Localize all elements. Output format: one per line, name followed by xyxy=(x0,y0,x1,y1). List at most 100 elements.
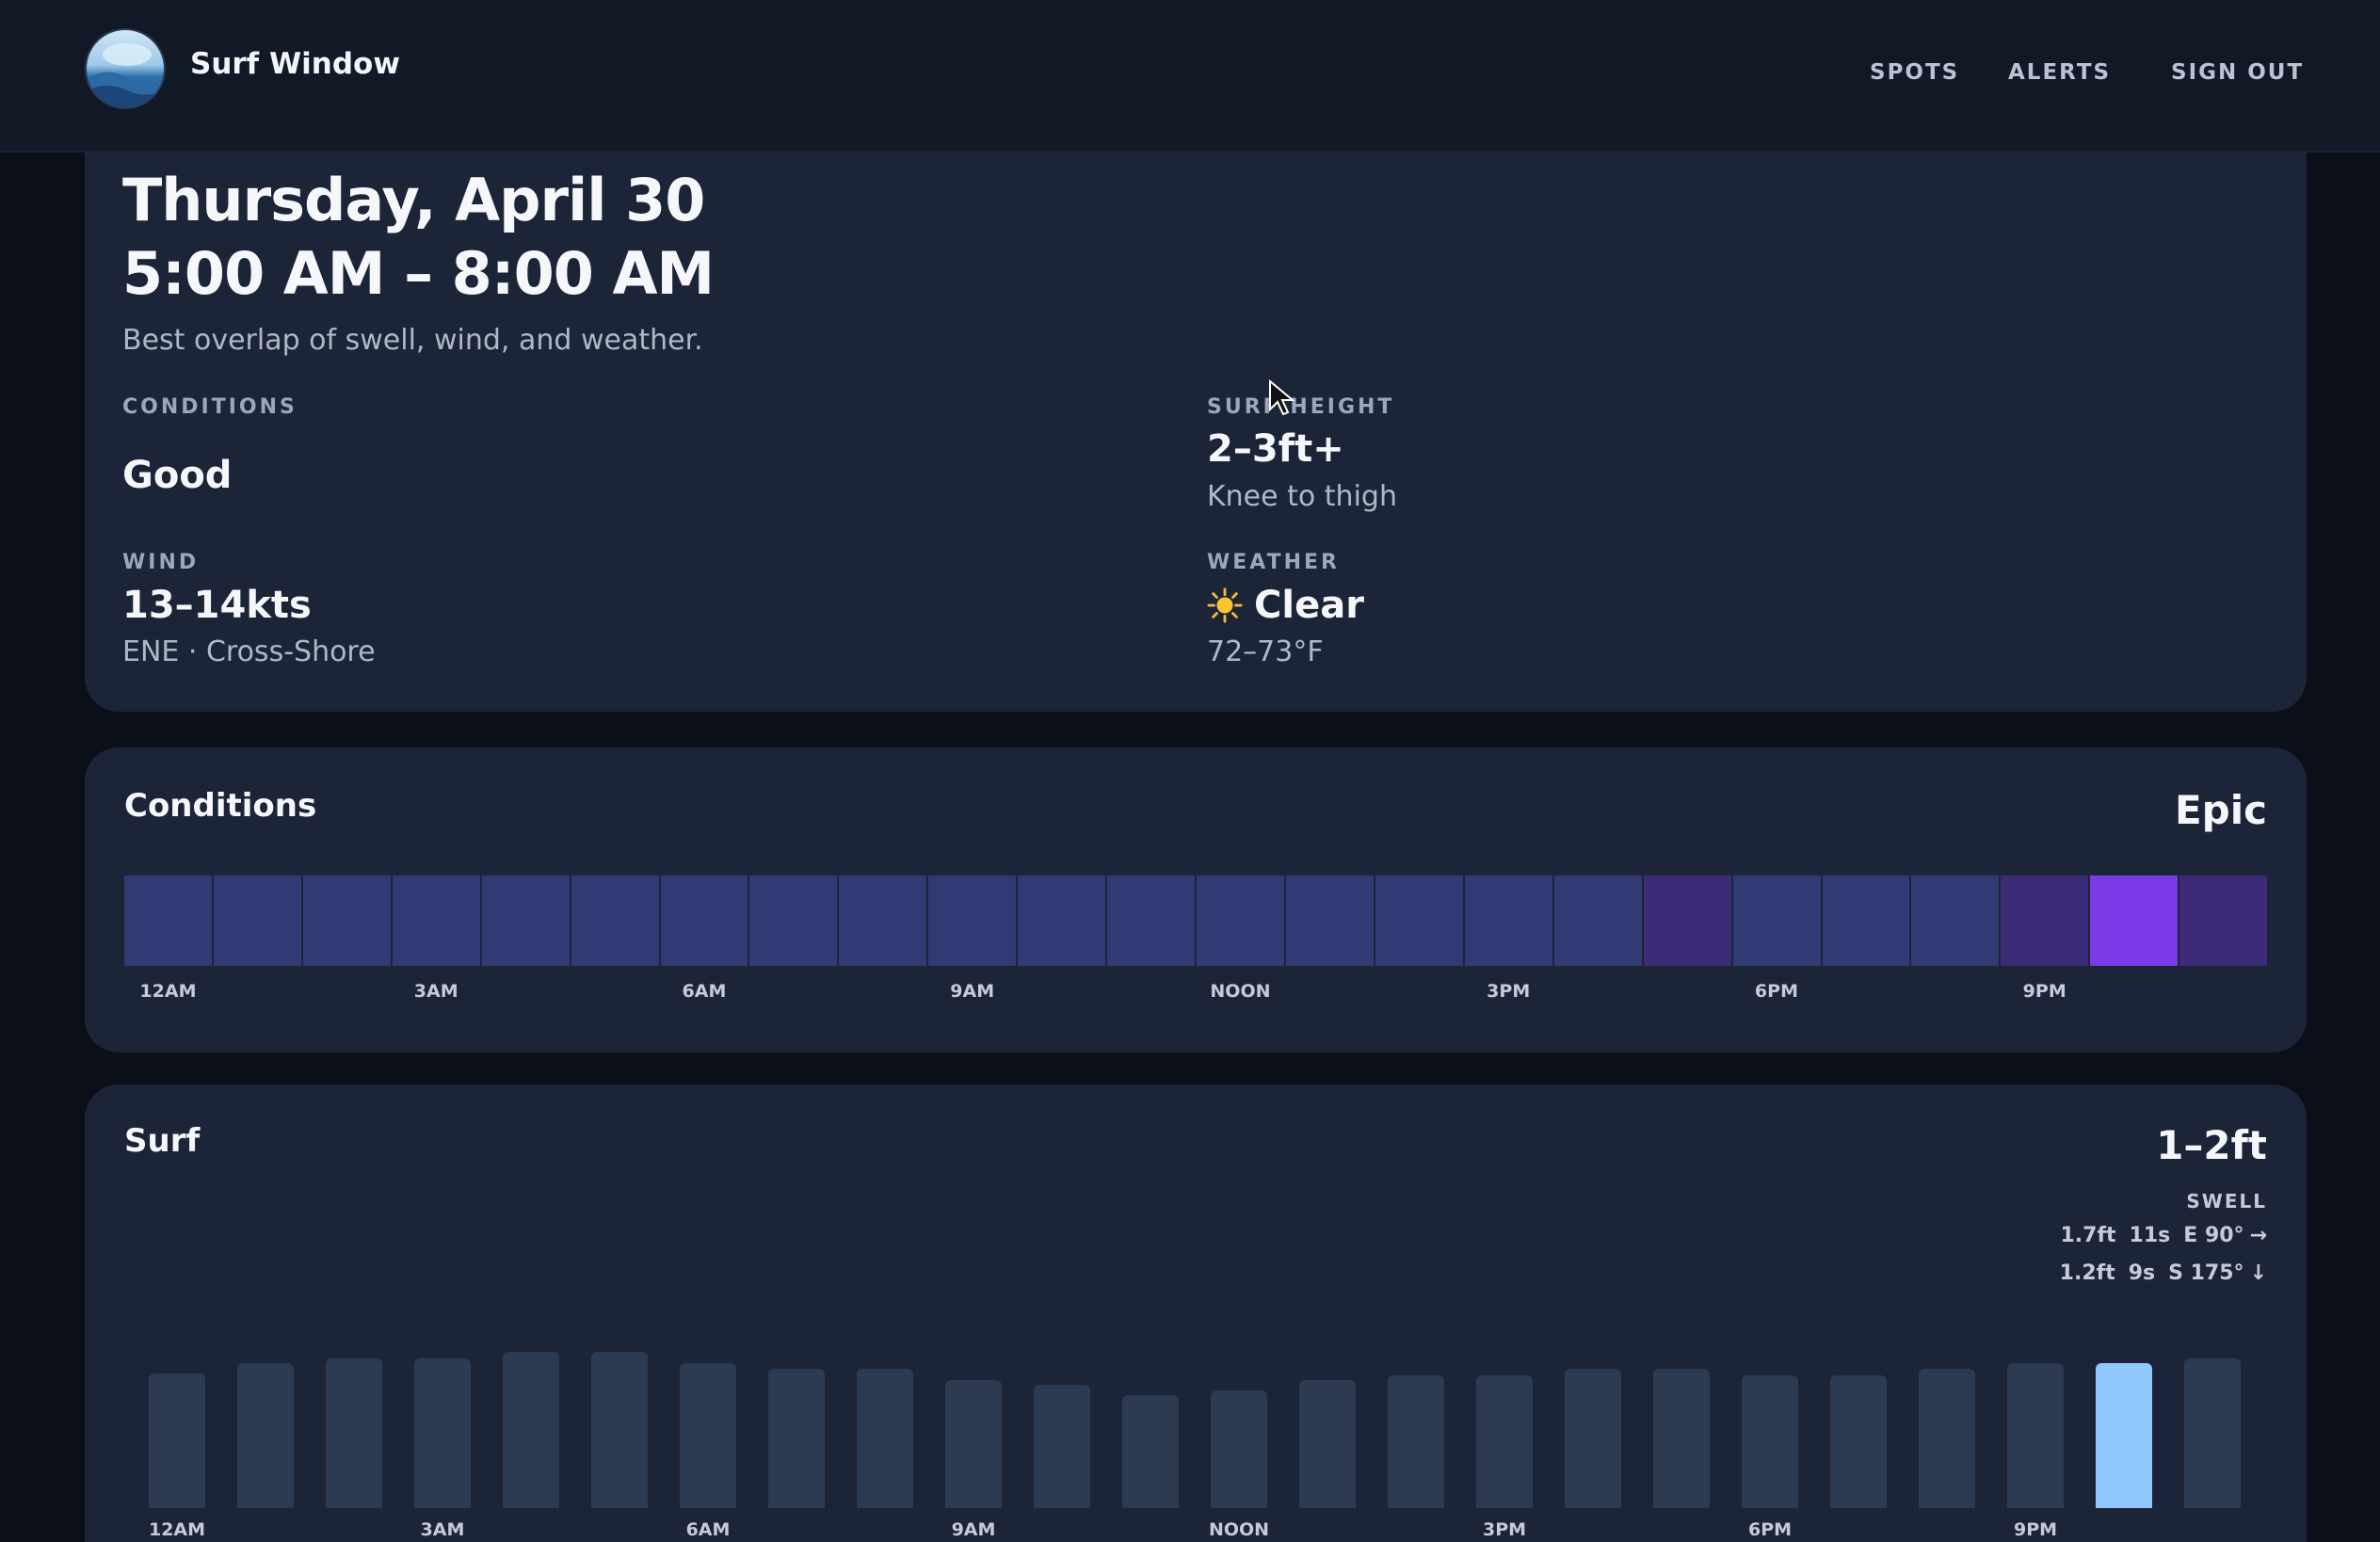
hour-tick-label: NOON xyxy=(1208,1519,1270,1540)
surf-hour-bar[interactable] xyxy=(2007,1363,2064,1508)
top-navigation-bar: Surf Window SPOTS ALERTS SIGN OUT xyxy=(0,0,2380,153)
weather-label: WEATHER xyxy=(1207,551,1341,574)
surf-hour-bar[interactable] xyxy=(1299,1380,1356,1508)
surf-hour-bar[interactable] xyxy=(149,1373,205,1508)
conditions-hour-cell[interactable] xyxy=(1107,875,1196,966)
surf-hour-bar[interactable] xyxy=(1388,1375,1444,1508)
swell-row-primary: 1.7ft 11s E 90° → xyxy=(2060,1224,2267,1247)
conditions-hour-cell[interactable] xyxy=(749,875,838,966)
conditions-hour-cell[interactable] xyxy=(1285,875,1374,966)
nav-sign-out-link[interactable]: SIGN OUT xyxy=(2171,60,2305,85)
hour-tick-label: 3AM xyxy=(420,1519,465,1540)
conditions-hourly-strip xyxy=(124,875,2268,966)
window-subtitle: Best overlap of swell, wind, and weather… xyxy=(122,324,703,357)
conditions-hour-cell[interactable] xyxy=(302,875,391,966)
hour-tick-label: 6AM xyxy=(682,981,727,1002)
wind-speed-value: 13–14kts xyxy=(122,584,312,627)
surf-hour-bar[interactable] xyxy=(1653,1369,1710,1508)
temperature-range: 72–73°F xyxy=(1207,635,1324,668)
hour-tick-label: 3PM xyxy=(1487,981,1531,1002)
hour-tick-label: 3PM xyxy=(1482,1519,1527,1540)
conditions-hour-cell[interactable] xyxy=(481,875,570,966)
surf-hour-bar[interactable] xyxy=(1830,1375,1887,1508)
conditions-title: Conditions xyxy=(124,787,317,825)
conditions-hour-cell[interactable] xyxy=(1911,875,2000,966)
hour-tick-label: 3AM xyxy=(413,981,458,1002)
hour-tick-label: 12AM xyxy=(148,1519,206,1540)
hour-tick-label: 12AM xyxy=(139,981,197,1002)
surf-hour-bar[interactable] xyxy=(414,1358,471,1508)
arrow-down-icon: ↓ xyxy=(2249,1261,2267,1285)
surf-hour-bar[interactable] xyxy=(1742,1375,1798,1508)
wave-logo-icon[interactable] xyxy=(85,28,166,109)
weather-value: Clear xyxy=(1254,584,1364,627)
conditions-hour-cell[interactable] xyxy=(1822,875,1910,966)
surf-hour-bar[interactable] xyxy=(1565,1369,1621,1508)
swell-direction: S 175° xyxy=(2168,1261,2244,1285)
sun-icon xyxy=(1207,587,1243,623)
hour-tick-label: 6PM xyxy=(1747,1519,1793,1540)
conditions-hour-cell[interactable] xyxy=(839,875,927,966)
conditions-hour-cell[interactable] xyxy=(2179,875,2268,966)
hour-tick-label: NOON xyxy=(1210,981,1271,1002)
wind-label: WIND xyxy=(122,551,200,574)
surf-card: Surf 1–2ft SWELL 1.7ft 11s E 90° → 1.2ft 9s S… xyxy=(85,1084,2307,1542)
surf-hour-bar[interactable] xyxy=(2096,1363,2152,1508)
conditions-hour-cell[interactable] xyxy=(928,875,1017,966)
surf-hour-bar[interactable] xyxy=(1122,1395,1179,1508)
surf-height-value: 2–3ft+ xyxy=(1207,427,1344,471)
swell-period: 9s xyxy=(2128,1261,2156,1285)
window-time-range: 5:00 AM – 8:00 AM xyxy=(122,239,715,308)
surf-hour-bar[interactable] xyxy=(680,1363,736,1508)
surf-hour-bar[interactable] xyxy=(591,1352,648,1508)
conditions-hour-cell[interactable] xyxy=(1732,875,1821,966)
best-window-card: Thursday, April 30 5:00 AM – 8:00 AM Bes… xyxy=(85,122,2307,712)
conditions-hour-cell[interactable] xyxy=(124,875,212,966)
conditions-hour-cell[interactable] xyxy=(660,875,748,966)
surf-hour-bar[interactable] xyxy=(1919,1369,1975,1508)
swell-direction: E 90° xyxy=(2183,1224,2244,1247)
swell-period: 11s xyxy=(2129,1224,2171,1247)
conditions-hour-cell[interactable] xyxy=(1375,875,1463,966)
conditions-hour-cell[interactable] xyxy=(1643,875,1731,966)
hour-tick-label: 9AM xyxy=(950,981,995,1002)
surf-hour-bar[interactable] xyxy=(768,1369,825,1508)
conditions-hour-cell[interactable] xyxy=(571,875,659,966)
swell-row-secondary: 1.2ft 9s S 175° ↓ xyxy=(2060,1261,2267,1285)
surf-hour-bar[interactable] xyxy=(1034,1385,1090,1508)
nav-spots-link[interactable]: SPOTS xyxy=(1870,60,1960,85)
swell-height: 1.2ft xyxy=(2059,1261,2115,1285)
conditions-hour-cell[interactable] xyxy=(1018,875,1106,966)
conditions-label: CONDITIONS xyxy=(122,395,298,419)
surf-hour-bar[interactable] xyxy=(326,1358,382,1508)
surf-hourly-bars xyxy=(149,1348,2243,1508)
surf-height-description: Knee to thigh xyxy=(1207,480,1397,513)
swell-height: 1.7ft xyxy=(2060,1224,2116,1247)
conditions-value: Good xyxy=(122,454,233,497)
conditions-hour-cell[interactable] xyxy=(1197,875,1284,966)
conditions-hour-cell[interactable] xyxy=(2001,875,2089,966)
conditions-hour-cell[interactable] xyxy=(2090,875,2179,966)
conditions-hour-cell[interactable] xyxy=(213,875,301,966)
surf-hour-bar[interactable] xyxy=(1476,1375,1533,1508)
surf-hour-bar[interactable] xyxy=(237,1363,294,1508)
surf-height-range: 1–2ft xyxy=(2156,1122,2267,1168)
hour-tick-label: 9PM xyxy=(2013,1519,2058,1540)
surf-hour-bar[interactable] xyxy=(945,1380,1002,1508)
hour-tick-label: 6AM xyxy=(685,1519,731,1540)
conditions-hour-cell[interactable] xyxy=(392,875,480,966)
nav-alerts-link[interactable]: ALERTS xyxy=(2008,60,2112,85)
conditions-rating: Epic xyxy=(2174,787,2267,833)
arrow-right-icon: → xyxy=(2249,1224,2267,1247)
surf-hour-bar[interactable] xyxy=(503,1352,559,1508)
surf-title: Surf xyxy=(124,1122,201,1160)
surf-hour-bar[interactable] xyxy=(2184,1358,2241,1508)
hour-tick-label: 6PM xyxy=(1754,981,1798,1002)
surf-hour-bar[interactable] xyxy=(1211,1390,1267,1508)
conditions-hour-cell[interactable] xyxy=(1553,875,1642,966)
conditions-hour-cell[interactable] xyxy=(1464,875,1552,966)
swell-label: SWELL xyxy=(2186,1190,2267,1213)
surf-hour-bar[interactable] xyxy=(857,1369,913,1508)
mouse-cursor-icon xyxy=(1269,379,1295,416)
brand-name[interactable]: Surf Window xyxy=(190,47,400,81)
